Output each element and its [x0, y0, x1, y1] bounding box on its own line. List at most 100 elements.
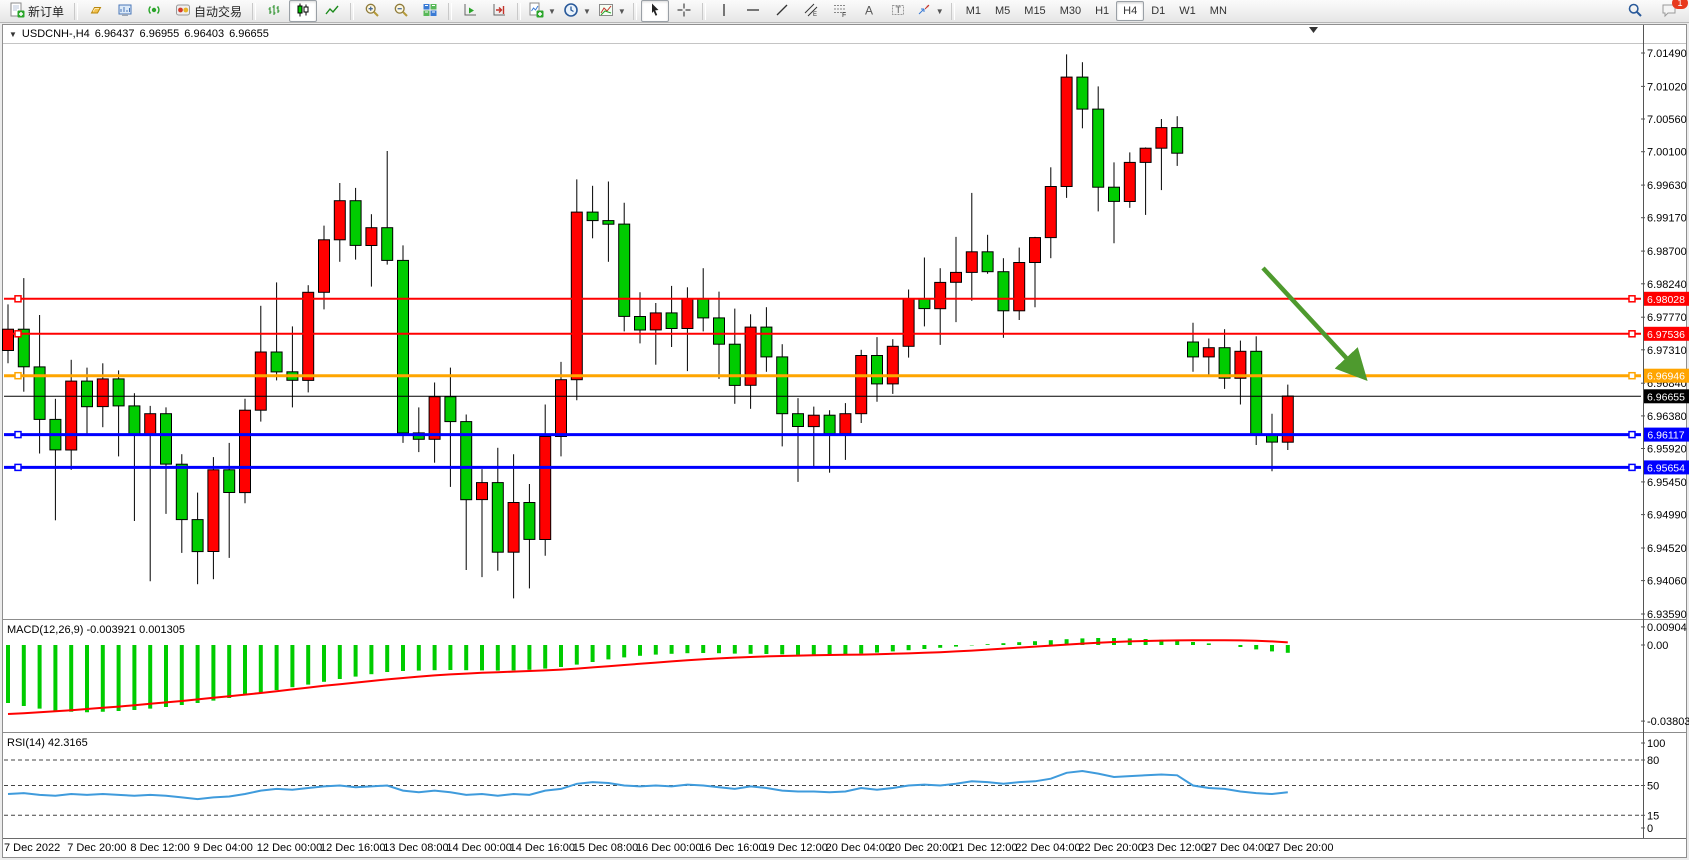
symbol-expander-icon[interactable]: ▼ [9, 29, 17, 39]
cursor-button[interactable] [640, 0, 669, 22]
timeframe-mn-button[interactable]: MN [1209, 5, 1227, 17]
svg-text:80: 80 [1647, 755, 1659, 767]
crosshair-button[interactable] [670, 0, 698, 22]
line-chart-button[interactable] [318, 0, 346, 22]
toolbar-separator [701, 2, 706, 20]
trendline-button[interactable] [768, 0, 796, 22]
chevron-down-icon: ▼ [935, 6, 944, 16]
svg-text:100: 100 [1647, 738, 1665, 750]
zoom-out-button[interactable] [387, 0, 415, 22]
svg-text:7.00100: 7.00100 [1647, 147, 1687, 159]
timeframe-m30-button[interactable]: M30 [1059, 5, 1082, 17]
svg-text:0.00: 0.00 [1647, 640, 1668, 652]
svg-text:6.99170: 6.99170 [1647, 213, 1687, 225]
svg-text:22 Dec 20:00: 22 Dec 20:00 [1078, 842, 1143, 854]
toolbar-separator [632, 2, 637, 20]
svg-text:7.01020: 7.01020 [1647, 81, 1687, 93]
text-button[interactable]: A [855, 0, 883, 22]
timeframe-m5-button[interactable]: M5 [995, 5, 1011, 17]
svg-text:6.96380: 6.96380 [1647, 411, 1687, 423]
svg-text:23 Dec 12:00: 23 Dec 12:00 [1142, 842, 1207, 854]
templates-button[interactable]: ▼ [595, 0, 629, 22]
chart-shift-button[interactable] [485, 0, 513, 22]
chart-symbol-period: USDCNH-,H4 [21, 27, 90, 40]
tile-windows-button[interactable] [416, 0, 444, 22]
crosshair-icon [676, 2, 692, 21]
vertical-line-button[interactable] [710, 0, 738, 22]
svg-text:6.98240: 6.98240 [1647, 279, 1687, 291]
horizontal-line-button[interactable] [739, 0, 767, 22]
svg-text:16 Dec 16:00: 16 Dec 16:00 [699, 842, 764, 854]
bar-chart-button[interactable] [260, 0, 288, 22]
new-order-button[interactable]: 新订单 [3, 0, 70, 22]
search-button[interactable] [1621, 0, 1649, 22]
timeframe-d1-button[interactable]: D1 [1151, 5, 1166, 17]
channel-icon: E [803, 2, 819, 21]
svg-text:7 Dec 20:00: 7 Dec 20:00 [67, 842, 126, 854]
svg-text:20 Dec 04:00: 20 Dec 04:00 [826, 842, 891, 854]
arrows-button[interactable]: ▼ [913, 0, 947, 22]
svg-text:7.00560: 7.00560 [1647, 114, 1687, 126]
zoom-in-icon [364, 2, 380, 21]
auto-scroll-icon [462, 2, 478, 21]
svg-text:6.95920: 6.95920 [1647, 444, 1687, 456]
market-depth-button[interactable] [111, 0, 139, 22]
svg-text:MACD(12,26,9) -0.003921 0.0013: MACD(12,26,9) -0.003921 0.001305 [7, 624, 185, 636]
svg-text:16 Dec 00:00: 16 Dec 00:00 [636, 842, 701, 854]
svg-text:8 Dec 12:00: 8 Dec 12:00 [130, 842, 189, 854]
signals-button[interactable] [140, 0, 168, 22]
svg-text:20 Dec 20:00: 20 Dec 20:00 [889, 842, 954, 854]
auto-trading-button[interactable]: 自动交易 [169, 0, 248, 22]
timeframe-h4-button[interactable]: H4 [1116, 1, 1145, 21]
svg-text:9 Dec 04:00: 9 Dec 04:00 [194, 842, 253, 854]
market-depth-icon [117, 2, 133, 21]
horizontal-line-icon [745, 2, 761, 21]
svg-text:6.95654: 6.95654 [1647, 462, 1685, 474]
text-label-icon: T [890, 2, 906, 21]
svg-text:6.96117: 6.96117 [1647, 430, 1684, 442]
toolbar-separator [252, 2, 257, 20]
svg-text:6.95450: 6.95450 [1647, 477, 1687, 489]
timeframe-m15-button[interactable]: M15 [1024, 5, 1046, 17]
svg-text:50: 50 [1647, 781, 1659, 793]
svg-text:6.94990: 6.94990 [1647, 510, 1687, 522]
candlestick-chart-button[interactable] [289, 0, 318, 22]
svg-text:6.97536: 6.97536 [1647, 329, 1685, 341]
candlestick-chart-icon [295, 2, 311, 21]
channel-button[interactable]: E [797, 0, 825, 22]
svg-text:6.98028: 6.98028 [1647, 294, 1685, 306]
text-label-button[interactable]: T [884, 0, 912, 22]
svg-text:E: E [813, 12, 817, 18]
svg-text:6.96946: 6.96946 [1647, 371, 1685, 383]
new-order-label: 新订单 [28, 4, 65, 19]
svg-text:A: A [865, 3, 873, 17]
auto-trading-icon [175, 2, 191, 21]
svg-text:0: 0 [1647, 823, 1653, 835]
deposit-button[interactable] [82, 0, 110, 22]
periods-button[interactable]: ▼ [560, 0, 594, 22]
chevron-down-icon: ▼ [582, 6, 591, 16]
svg-text:6.97770: 6.97770 [1647, 312, 1687, 324]
timeframe-m1-button[interactable]: M1 [965, 5, 981, 17]
cursor-icon [647, 2, 663, 21]
svg-text:6.94520: 6.94520 [1647, 543, 1687, 555]
timeframe-h1-button[interactable]: H1 [1095, 5, 1110, 17]
indicators-button[interactable]: ▼ [525, 0, 559, 22]
notifications-button[interactable]: 1 [1655, 0, 1688, 22]
svg-text:27 Dec 20:00: 27 Dec 20:00 [1268, 842, 1333, 854]
svg-text:-0.038033: -0.038033 [1647, 716, 1689, 728]
toolbar-separator [448, 2, 453, 20]
svg-text:12 Dec 16:00: 12 Dec 16:00 [320, 842, 385, 854]
periods-icon [563, 2, 579, 21]
auto-scroll-button[interactable] [456, 0, 484, 22]
zoom-in-button[interactable] [358, 0, 386, 22]
svg-text:14 Dec 00:00: 14 Dec 00:00 [446, 842, 511, 854]
svg-text:0.00904: 0.00904 [1647, 622, 1687, 634]
chart-high-value: 6.96955 [139, 27, 180, 40]
tile-windows-icon [422, 2, 438, 21]
toolbar-separator [74, 2, 79, 20]
fibonacci-button[interactable]: F [826, 0, 854, 22]
timeframe-w1-button[interactable]: W1 [1179, 5, 1196, 17]
svg-text:RSI(14) 42.3165: RSI(14) 42.3165 [7, 737, 88, 749]
